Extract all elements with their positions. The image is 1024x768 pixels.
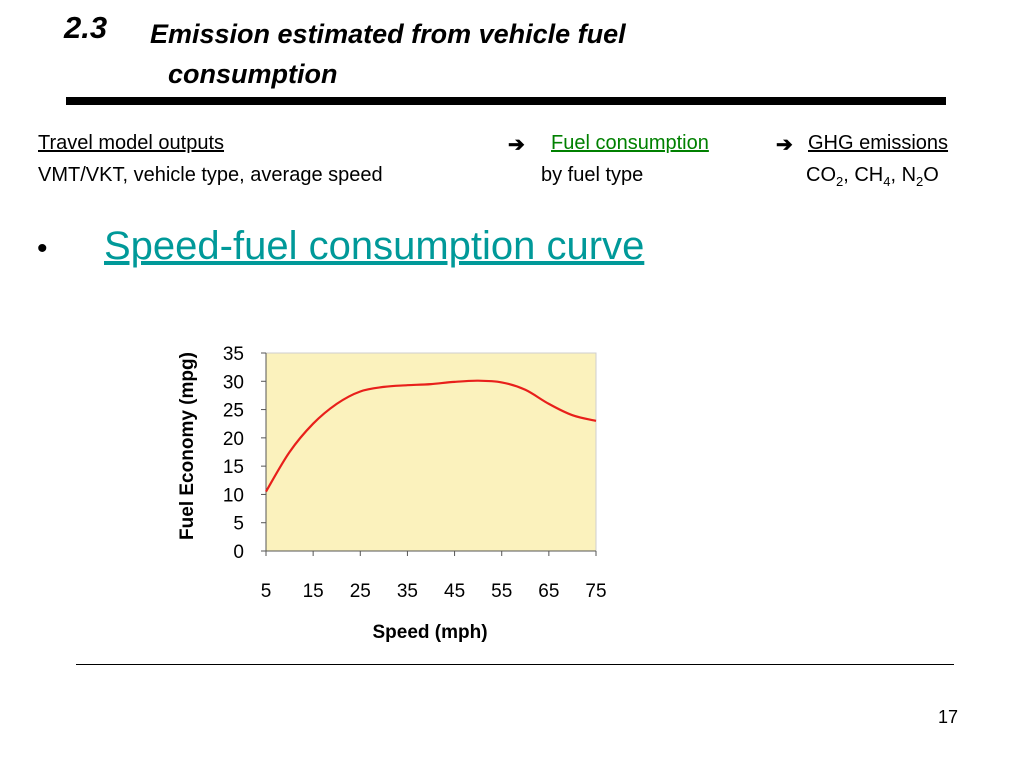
fuel-consumption-detail: by fuel type xyxy=(541,164,644,186)
y-tick-label: 20 xyxy=(223,429,244,450)
slide-title-line1: Emission estimated from vehicle fuel xyxy=(150,19,626,49)
gas-ch: , CH xyxy=(843,164,884,186)
slide-title-line2: consumption xyxy=(168,59,338,89)
y-tick-label: 15 xyxy=(223,457,244,478)
ghg-emissions-label: GHG emissions xyxy=(808,132,949,154)
plot-area xyxy=(265,352,597,552)
travel-model-outputs-label: Travel model outputs xyxy=(38,132,225,154)
slide-title: Emission estimated from vehicle fuel con… xyxy=(150,14,850,94)
gas-co: CO xyxy=(806,164,836,186)
x-tick-label: 25 xyxy=(350,581,371,602)
x-tick-label: 35 xyxy=(397,581,418,602)
x-tick-label: 65 xyxy=(538,581,559,602)
y-tick-label: 10 xyxy=(223,485,244,506)
x-tick-label: 5 xyxy=(261,581,272,602)
y-tick-label: 0 xyxy=(233,542,244,563)
x-tick-label: 45 xyxy=(444,581,465,602)
fuel-economy-line xyxy=(265,379,597,493)
y-tick-label: 5 xyxy=(233,514,244,535)
ghg-emissions-detail: CO2, CH4, N2O xyxy=(806,164,939,189)
gas-o: O xyxy=(923,164,939,186)
subscript-2: 2 xyxy=(836,174,844,189)
footer-divider xyxy=(76,664,954,665)
y-axis-label: Fuel Economy (mpg) xyxy=(177,352,198,540)
page-number: 17 xyxy=(938,707,959,727)
subscript-4: 4 xyxy=(883,174,891,189)
section-number: 2.3 xyxy=(64,10,108,45)
bullet-icon: • xyxy=(37,232,48,265)
x-tick-label: 55 xyxy=(491,581,512,602)
speed-fuel-curve-link[interactable]: Speed-fuel consumption curve xyxy=(104,224,645,268)
x-tick-label: 75 xyxy=(585,581,606,602)
arrow-right-icon: ➔ xyxy=(776,134,793,156)
y-tick-label: 30 xyxy=(223,372,244,393)
x-tick-label: 15 xyxy=(303,581,324,602)
subscript-2: 2 xyxy=(916,174,924,189)
fuel-consumption-label: Fuel consumption xyxy=(551,132,709,154)
arrow-right-icon: ➔ xyxy=(508,134,525,156)
travel-model-outputs-detail: VMT/VKT, vehicle type, average speed xyxy=(38,164,383,186)
gas-n: , N xyxy=(890,164,917,186)
x-axis-label: Speed (mph) xyxy=(372,622,487,643)
title-divider xyxy=(66,97,946,105)
y-tick-label: 25 xyxy=(223,401,244,422)
y-tick-label: 35 xyxy=(223,344,244,365)
